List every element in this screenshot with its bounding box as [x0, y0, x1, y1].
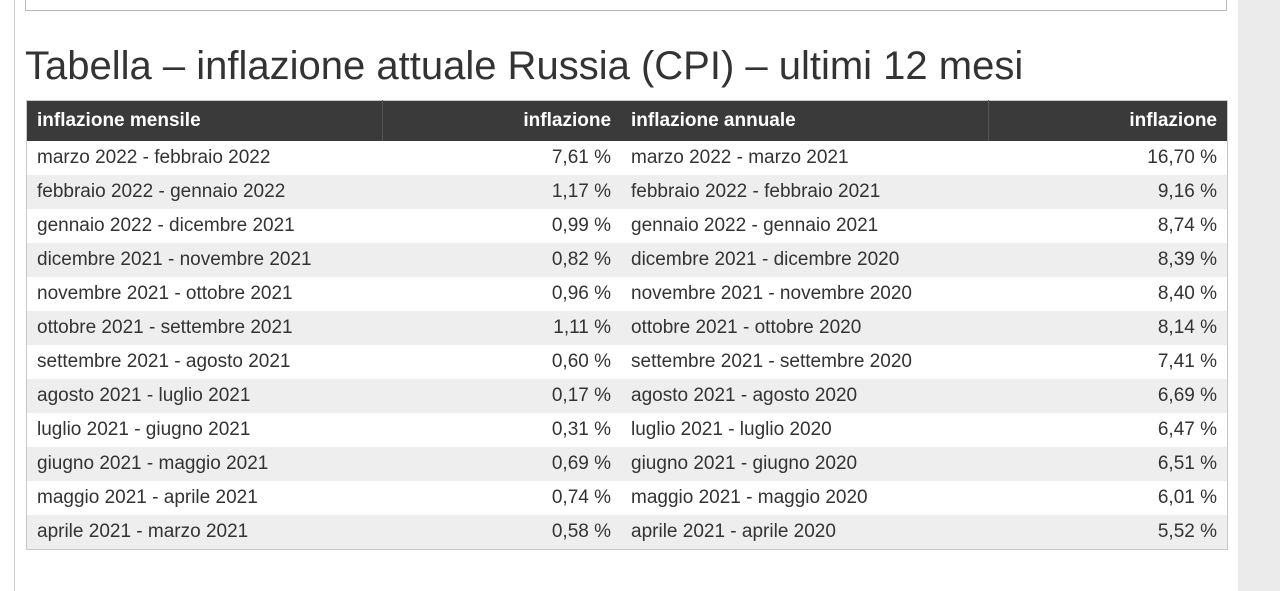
period-label: ottobre 2021 - ottobre 2020: [621, 311, 989, 345]
table-body: marzo 2022 - febbraio 2022 7,61 % marzo 20…: [26, 141, 1228, 550]
table-row: maggio 2021 - aprile 2021 0,74 % maggio 20…: [27, 481, 1228, 515]
period-label: dicembre 2021 - dicembre 2020: [621, 243, 989, 277]
period-label: gennaio 2022 - dicembre 2021: [37, 215, 295, 236]
inflation-value: 0,17 %: [382, 379, 622, 413]
inflation-value: 0,69 %: [382, 447, 622, 481]
table-heading: Tabella – inflazione attuale Russia (CPI…: [25, 44, 1024, 88]
period-label: marzo 2022 - marzo 2021: [631, 147, 849, 168]
inflation-table: inflazione mensile inflazione inflazione a…: [26, 100, 1228, 550]
period-label: aprile 2021 - marzo 2021: [26, 515, 383, 550]
table-row: dicembre 2021 - novembre 2021 0,82 % dicem…: [26, 243, 1228, 277]
inflation-value: 6,47 %: [1157, 419, 1217, 440]
column-header: inflazione: [382, 100, 622, 141]
inflation-value: 5,52 %: [988, 515, 1228, 550]
period-label: agosto 2021 - agosto 2020: [621, 379, 989, 413]
period-label: settembre 2021 - agosto 2021: [37, 351, 291, 372]
inflation-value: 7,61 %: [551, 147, 612, 168]
chart-frame: [25, 0, 1227, 11]
period-label: ottobre 2021 - settembre 2021: [26, 311, 383, 345]
period-label: settembre 2021 - settembre 2020: [631, 351, 912, 372]
inflation-value: 8,40 %: [1157, 283, 1217, 304]
column-header: inflazione: [988, 100, 1228, 141]
period-label: dicembre 2021 - novembre 2021: [26, 243, 383, 277]
inflation-value: 0,60 %: [551, 351, 612, 372]
period-label: novembre 2021 - novembre 2020: [631, 283, 912, 304]
inflation-value: 6,69 %: [988, 379, 1228, 413]
period-label: novembre 2021 - ottobre 2021: [37, 283, 293, 304]
inflation-value: 0,74 %: [551, 487, 612, 508]
inflation-value: 0,82 %: [382, 243, 622, 277]
inflation-value: 9,16 %: [988, 175, 1228, 209]
inflation-value: 0,99 %: [551, 215, 612, 236]
table-row: giugno 2021 - maggio 2021 0,69 % giugno 20…: [26, 447, 1228, 481]
inflation-value: 7,41 %: [1157, 351, 1217, 372]
header-row: inflazione mensile inflazione inflazione a…: [26, 100, 1228, 141]
table-row: febbraio 2022 - gennaio 2022 1,17 % febbra…: [26, 175, 1228, 209]
table-row: aprile 2021 - marzo 2021 0,58 % aprile 202…: [26, 515, 1228, 550]
period-label: agosto 2021 - luglio 2021: [26, 379, 383, 413]
table-row: agosto 2021 - luglio 2021 0,17 % agosto 20…: [26, 379, 1228, 413]
inflation-value: 6,01 %: [1157, 487, 1217, 508]
inflation-value: 8,74 %: [1157, 215, 1217, 236]
inflation-value: 0,31 %: [551, 419, 612, 440]
table-row: gennaio 2022 - dicembre 2021 0,99 % gennai…: [27, 209, 1228, 243]
period-label: febbraio 2022 - gennaio 2022: [26, 175, 383, 209]
period-label: maggio 2021 - aprile 2021: [37, 487, 258, 508]
inflation-value: 6,51 %: [988, 447, 1228, 481]
table-row: novembre 2021 - ottobre 2021 0,96 % novemb…: [27, 277, 1228, 311]
inflation-value: 8,14 %: [988, 311, 1228, 345]
table-row: ottobre 2021 - settembre 2021 1,11 % ottob…: [26, 311, 1228, 345]
period-label: luglio 2021 - giugno 2021: [37, 419, 251, 440]
period-label: gennaio 2022 - gennaio 2021: [631, 215, 879, 236]
inflation-value: 0,96 %: [551, 283, 612, 304]
inflation-value: 1,17 %: [382, 175, 622, 209]
period-label: aprile 2021 - aprile 2020: [621, 515, 989, 550]
inflation-value: 8,39 %: [988, 243, 1228, 277]
column-header: inflazione mensile: [26, 100, 383, 141]
period-label: giugno 2021 - giugno 2020: [621, 447, 989, 481]
period-label: marzo 2022 - febbraio 2022: [37, 147, 271, 168]
scrollbar[interactable]: [1238, 0, 1280, 591]
page-edge: [14, 0, 15, 591]
period-label: giugno 2021 - maggio 2021: [26, 447, 383, 481]
inflation-value: 1,11 %: [382, 311, 622, 345]
period-label: febbraio 2022 - febbraio 2021: [621, 175, 989, 209]
period-label: maggio 2021 - maggio 2020: [631, 487, 868, 508]
table-row: marzo 2022 - febbraio 2022 7,61 % marzo 20…: [27, 141, 1228, 175]
table-row: settembre 2021 - agosto 2021 0,60 % settem…: [27, 345, 1228, 379]
period-label: luglio 2021 - luglio 2020: [631, 419, 832, 440]
inflation-value: 16,70 %: [1147, 147, 1217, 168]
column-header: inflazione annuale: [621, 100, 989, 141]
inflation-value: 0,58 %: [382, 515, 622, 550]
table-row: luglio 2021 - giugno 2021 0,31 % luglio 20…: [27, 413, 1228, 447]
